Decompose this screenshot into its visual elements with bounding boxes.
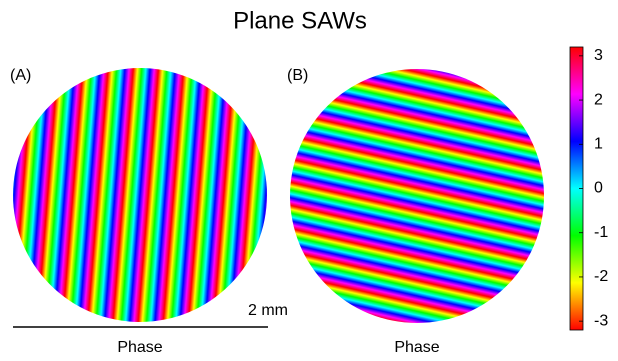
colorbar-tick-label: 3: [594, 47, 603, 64]
panel-label: (A): [10, 67, 31, 84]
x-label: Phase: [394, 339, 439, 356]
colorbar-tick-label: -2: [594, 268, 608, 285]
figure: Plane SAWs (A) (B) 2 mm Phase Phase 3 2 1 0…: [0, 0, 618, 361]
colorbar-tick-label: 2: [594, 91, 603, 108]
phase-map-a: [13, 68, 267, 322]
colorbar-tick-label: -3: [594, 312, 608, 329]
phase-map-b: [290, 69, 544, 323]
colorbar-tick-label: -1: [594, 224, 608, 241]
scale-bar-label: 2 mm: [248, 302, 288, 319]
colorbar-tick-label: 0: [594, 180, 603, 197]
panel-label: (B): [287, 67, 308, 84]
x-label: Phase: [117, 339, 162, 356]
colorbar-tick-label: 1: [594, 136, 603, 153]
chart-title: Plane SAWs: [233, 7, 367, 34]
